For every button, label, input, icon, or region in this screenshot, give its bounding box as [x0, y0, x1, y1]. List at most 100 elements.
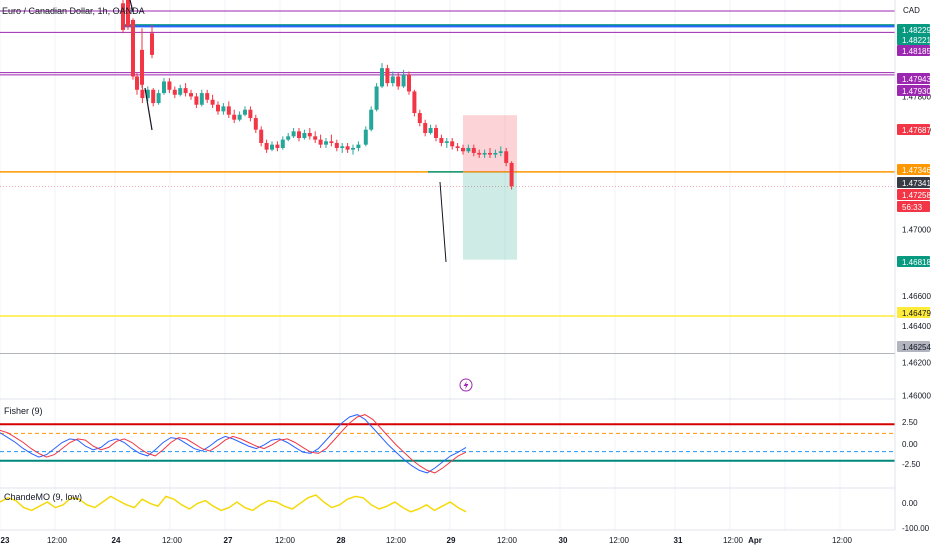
price-badge [897, 45, 930, 56]
candle-body [199, 93, 204, 105]
candle-body [162, 81, 166, 94]
time-tick: 29 [447, 536, 456, 545]
time-axis[interactable]: 23 12:00 24 12:00 27 12:00 28 12:00 29 12:00 30 12:… [0, 529, 895, 550]
time-tick: 27 [224, 536, 233, 545]
time-tick: 12:00 [497, 536, 518, 545]
candle-body [324, 141, 328, 145]
price-badge [897, 73, 930, 84]
price-badge-label: 1.46254 [902, 343, 931, 352]
price-axis[interactable]: 1.478001.476001.470001.466001.464001.462… [894, 0, 932, 550]
time-tick: 30 [559, 536, 568, 545]
time-tick: 31 [674, 536, 683, 545]
candle-body [407, 74, 411, 92]
candle-body [482, 152, 487, 155]
candle-body [237, 114, 242, 120]
price-tick: 1.46000 [902, 392, 931, 401]
drawings[interactable] [129, 0, 463, 263]
time-tick: 12:00 [162, 536, 183, 545]
candle-body [444, 141, 449, 143]
candle-body [221, 106, 226, 112]
cmo-label[interactable]: ChandeMO (9, low) [4, 492, 83, 502]
candle-body [270, 144, 274, 150]
candle-body [135, 76, 139, 90]
candle-body [417, 113, 422, 124]
time-axis-bg [0, 530, 895, 550]
candle-body [412, 91, 417, 114]
time-tick: 12:00 [832, 536, 853, 545]
candle-body [318, 139, 323, 145]
candle-body [121, 3, 125, 30]
candle-body [194, 96, 199, 105]
candle-body [253, 118, 258, 130]
candle-body [248, 109, 253, 119]
short-position-tool[interactable] [463, 115, 517, 260]
candle-body [172, 89, 177, 95]
price-badge-label: 1.47346 [902, 166, 931, 175]
candle-body [210, 99, 215, 105]
cmo-tick: -100.00 [902, 524, 930, 533]
trend-line [144, 87, 153, 131]
candle-body [334, 142, 339, 148]
candle-body [390, 76, 395, 84]
price-badge [897, 34, 930, 45]
time-tick: 12:00 [275, 536, 296, 545]
horizontal-levels[interactable] [0, 10, 895, 354]
target-zone [463, 171, 517, 260]
price-badge [897, 85, 930, 96]
projection-line [439, 181, 447, 263]
candle-body [313, 136, 318, 140]
price-badge-label: 1.46479 [902, 309, 931, 318]
candle-body [498, 151, 503, 153]
candle-body [471, 147, 476, 153]
candle-body [345, 146, 350, 150]
fisher-label[interactable]: Fisher (9) [4, 406, 43, 416]
candle-body [259, 129, 264, 143]
candle-body [302, 133, 307, 138]
price-tick: 1.46400 [902, 322, 931, 331]
price-badge [897, 307, 930, 318]
price-badge [897, 189, 930, 200]
candle-body [140, 49, 144, 85]
candle-body [385, 68, 390, 84]
time-tick: 12:00 [386, 536, 407, 545]
candle-body [509, 162, 514, 187]
candle-body [150, 33, 154, 55]
fisher-tick: 2.50 [902, 418, 918, 427]
candle-body [488, 152, 492, 155]
candle-body [291, 131, 296, 137]
lightning-icon[interactable] [459, 378, 473, 392]
price-badge [897, 24, 930, 35]
price-tick: 1.47800 [902, 92, 931, 101]
candle-body [461, 147, 465, 152]
candle-body [189, 93, 193, 97]
candles [121, 0, 514, 190]
candle-body [286, 136, 291, 140]
candle-body [178, 88, 183, 95]
price-badge-label: 1.48185 [902, 47, 931, 56]
price-badge [897, 177, 930, 188]
candle-body [280, 139, 285, 148]
candle-body [428, 128, 433, 133]
candle-body [226, 106, 231, 115]
price-tick: 1.47000 [902, 225, 931, 234]
candle-body [369, 109, 374, 130]
candle-body [340, 146, 345, 148]
chart-grid [0, 0, 841, 530]
price-badge-label: 56:33 [902, 203, 923, 212]
candle-body [466, 147, 471, 152]
fisher-tick: -2.50 [902, 460, 921, 469]
price-badge [897, 164, 930, 175]
chart-title: Euro / Canadian Dollar, 1h, OANDA [2, 6, 145, 16]
candle-body [126, 0, 130, 27]
candle-body [356, 144, 361, 148]
candle-body [307, 133, 312, 137]
cmo-pane [0, 487, 895, 513]
candle-body [216, 104, 220, 112]
price-badge-label: 1.47258 [902, 191, 931, 200]
fisher-series-line [0, 414, 467, 474]
candle-body [275, 144, 280, 148]
price-badge [897, 256, 930, 267]
candle-body [167, 81, 172, 90]
candle-body [264, 142, 269, 150]
